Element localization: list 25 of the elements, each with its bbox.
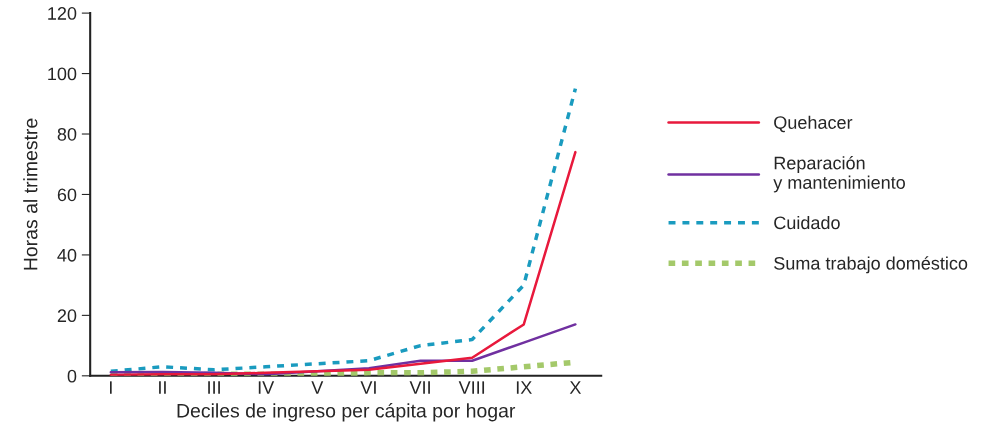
- x-axis-title: Deciles de ingreso per cápita por hogar: [177, 403, 516, 422]
- x-tick-label: X: [569, 381, 582, 394]
- x-tick-label: VII: [409, 381, 430, 394]
- x-tick-label: IV: [258, 381, 275, 394]
- y-tick-label: 60: [57, 188, 77, 202]
- legend-label: Quehacer: [774, 115, 853, 133]
- legend-label: Suma trabajo doméstico: [774, 256, 968, 274]
- x-tick-label: II: [159, 381, 166, 394]
- y-tick-label: 100: [48, 67, 77, 81]
- y-tick-label: 40: [57, 248, 77, 262]
- y-tick-label: 80: [57, 127, 77, 141]
- legend-label: Reparación y mantenimiento: [773, 155, 905, 193]
- y-axis-title: Horas al trimestre: [23, 118, 38, 270]
- x-tick-label: I: [109, 381, 112, 394]
- x-tick-label: VI: [360, 381, 376, 394]
- x-tick-label: III: [208, 381, 220, 394]
- line-series: [109, 86, 578, 374]
- line-series: [109, 150, 577, 376]
- x-tick-label: IX: [516, 381, 532, 394]
- y-tick-label: 0: [67, 369, 77, 383]
- x-tick-label: V: [311, 381, 324, 394]
- x-tick-label: VIII: [458, 381, 485, 394]
- legend-label: Cuidado: [774, 215, 840, 230]
- y-tick-label: 120: [48, 7, 77, 20]
- y-tick-label: 20: [57, 309, 77, 323]
